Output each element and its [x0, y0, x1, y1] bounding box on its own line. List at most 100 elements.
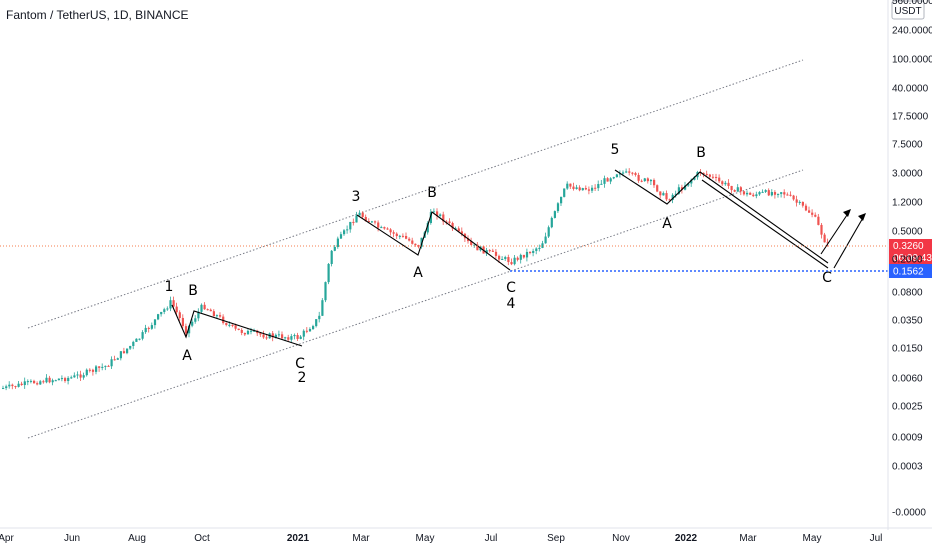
candle-body [563, 188, 566, 197]
candle-body [302, 330, 305, 337]
wave-label: A [182, 348, 192, 364]
support-price-tag [889, 264, 932, 278]
wave-label: B [188, 283, 198, 299]
candle-body [200, 304, 203, 312]
candle-body [39, 381, 42, 385]
candle-body [597, 184, 600, 189]
candle-body [817, 216, 820, 225]
candle-body [457, 228, 460, 232]
candle-body [634, 173, 637, 175]
candle-body [724, 182, 727, 185]
candle-body [519, 254, 522, 260]
candle-body [606, 178, 609, 182]
candle-body [569, 183, 572, 187]
candle-body [91, 369, 95, 372]
candle-body [442, 214, 445, 222]
candle-body [411, 240, 414, 244]
candle-body [786, 194, 789, 196]
candle-body [231, 324, 234, 326]
candle-body [708, 174, 711, 177]
candle-body [67, 377, 70, 381]
candle-body [674, 193, 677, 195]
candle-body [271, 333, 274, 338]
candle-body [547, 227, 550, 237]
candle-body [711, 176, 715, 178]
candle-body [690, 179, 693, 184]
candle-body [467, 238, 470, 242]
wave-label: C [506, 280, 516, 296]
candle-body [57, 378, 60, 381]
candle-body [160, 311, 163, 315]
candle-body [820, 224, 823, 235]
candle-body [181, 317, 184, 327]
candle-body [107, 365, 110, 367]
x-tick-label: May [803, 533, 822, 544]
channel-lower-line [27, 169, 804, 439]
candle-body [150, 325, 153, 329]
x-tick-label: Sep [547, 533, 565, 544]
candle-body [649, 179, 653, 182]
x-tick-label: Apr [0, 533, 14, 544]
candle-body [718, 177, 721, 182]
candle-body [157, 314, 160, 320]
y-tick-label: 100.0000 [892, 55, 932, 66]
candle-body [575, 187, 578, 189]
candle-body [439, 214, 442, 216]
candle-body [281, 334, 284, 339]
x-tick-label: Jun [64, 533, 80, 544]
candle-body [767, 190, 770, 196]
candle-body [811, 212, 814, 215]
wave-label: A [413, 265, 423, 281]
wave-label: B [427, 185, 437, 201]
projection-line-1 [820, 211, 850, 255]
y-tick-label: 0.0060 [892, 374, 923, 385]
y-tick-label: 0.0003 [892, 462, 923, 473]
candle-body [671, 194, 674, 200]
candle-body [85, 369, 88, 376]
candle-body [367, 221, 370, 223]
candle-body [792, 195, 795, 200]
candle-body [194, 318, 197, 322]
candle-body [755, 194, 758, 197]
candle-body [488, 250, 491, 252]
candle-body [693, 177, 696, 180]
countdown-label: 06:09:43 [893, 253, 932, 264]
candle-body [653, 179, 656, 186]
candle-body [758, 192, 761, 195]
wave-label: C [295, 356, 305, 372]
candle-body [721, 181, 724, 185]
candle-body [293, 335, 296, 337]
candle-body [470, 241, 473, 245]
x-tick-label: Mar [352, 533, 370, 544]
candles [2, 168, 829, 391]
wave-label: 2 [298, 370, 307, 386]
wave-label: A [662, 216, 672, 232]
candle-body [95, 366, 98, 372]
candle-body [485, 250, 488, 254]
candle-body [504, 257, 507, 259]
y-tick-label: 7.5000 [892, 140, 923, 151]
candle-body [8, 384, 11, 387]
candle-body [141, 332, 144, 339]
candle-body [17, 383, 20, 387]
candle-body [73, 375, 76, 378]
candle-body [451, 222, 454, 229]
candle-body [522, 254, 525, 258]
candle-body [178, 312, 181, 318]
candle-body [600, 183, 603, 185]
candle-body [346, 229, 349, 231]
candle-body [144, 327, 147, 333]
candle-body [76, 374, 79, 376]
candle-body [172, 300, 175, 307]
candle-body [631, 172, 634, 174]
candle-body [352, 221, 355, 223]
candle-body [587, 189, 591, 191]
candle-body [525, 251, 529, 258]
candle-body [215, 315, 219, 317]
candle-body [594, 187, 597, 189]
candle-body [777, 193, 780, 195]
candle-body [82, 375, 85, 378]
x-tick-label: Nov [612, 533, 630, 544]
candle-body [622, 172, 625, 174]
